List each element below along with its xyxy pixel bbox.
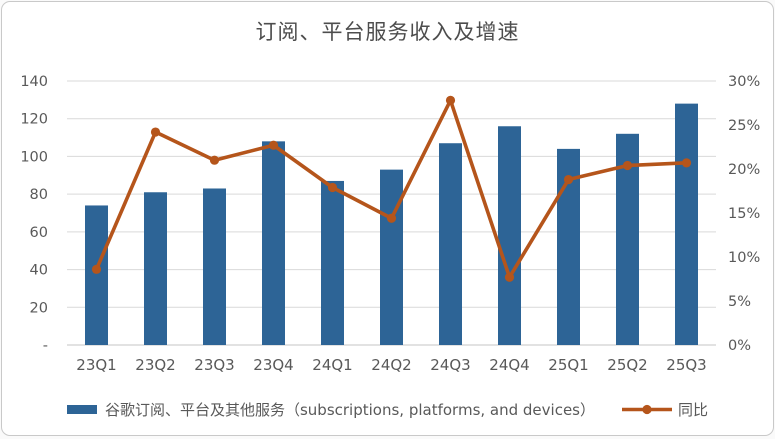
right-axis-tick-label: 10% [728, 250, 760, 266]
category-label-23Q3: 23Q3 [194, 356, 234, 374]
line-marker-24Q2 [386, 213, 397, 223]
bar-24Q2 [380, 169, 403, 345]
left-axis-tick-label: 120 [20, 112, 48, 128]
category-label-25Q1: 25Q1 [548, 356, 588, 374]
legend-bar-label: 谷歌订阅、平台及其他服务（subscriptions, platforms, a… [104, 401, 595, 419]
line-marker-23Q2 [150, 127, 161, 137]
bar-23Q2 [144, 192, 167, 345]
line-marker-25Q1 [563, 174, 574, 185]
legend-line-dot [642, 404, 652, 415]
bar-23Q1 [85, 205, 108, 345]
bar-24Q3 [439, 143, 462, 345]
line-marker-24Q4 [504, 272, 515, 282]
left-axis-tick-label: 100 [20, 149, 48, 165]
right-axis-tick-label: 5% [728, 294, 751, 310]
category-label-24Q1: 24Q1 [312, 356, 352, 374]
category-label-24Q4: 24Q4 [489, 356, 529, 374]
line-marker-24Q1 [327, 182, 338, 193]
category-label-25Q2: 25Q2 [607, 356, 647, 374]
line-marker-25Q2 [622, 160, 633, 171]
category-label-23Q4: 23Q4 [253, 356, 293, 374]
category-label-24Q3: 24Q3 [430, 356, 470, 374]
bar-23Q4 [262, 141, 285, 345]
right-axis-tick-label: 15% [728, 206, 760, 222]
left-axis-tick-label: 80 [30, 187, 48, 203]
line-marker-23Q4 [268, 140, 279, 150]
right-axis-tick-label: 30% [728, 74, 760, 90]
chart-title: 订阅、平台服务收入及增速 [255, 20, 520, 44]
left-axis-tick-label: 140 [20, 74, 48, 90]
legend: 谷歌订阅、平台及其他服务（subscriptions, platforms, a… [2, 399, 773, 420]
bar-24Q1 [321, 180, 344, 345]
category-label-23Q1: 23Q1 [76, 356, 116, 374]
left-axis-tick-label: - [43, 338, 48, 354]
left-axis-tick-label: 20 [30, 300, 48, 316]
line-marker-23Q1 [91, 264, 102, 274]
right-axis-tick-label: 20% [728, 162, 760, 178]
right-axis-tick-label: 25% [728, 118, 760, 134]
line-marker-24Q3 [445, 95, 456, 105]
line-marker-25Q3 [681, 158, 692, 168]
right-axis-tick-label: 0% [728, 338, 751, 354]
bar-25Q3 [675, 103, 698, 345]
bar-24Q4 [498, 126, 521, 345]
legend-line-label: 同比 [678, 401, 709, 419]
line-marker-23Q3 [209, 155, 220, 165]
legend-bar-swatch-icon [66, 405, 97, 414]
bar-23Q3 [203, 188, 226, 345]
category-label-24Q2: 24Q2 [371, 356, 411, 374]
legend-line-marker-icon [622, 404, 672, 415]
bar-25Q2 [616, 133, 639, 345]
left-axis-tick-label: 60 [30, 225, 48, 241]
category-label-23Q2: 23Q2 [135, 356, 175, 374]
left-axis-tick-label: 40 [30, 263, 48, 279]
bar-25Q1 [557, 148, 580, 345]
category-label-25Q3: 25Q3 [666, 356, 706, 374]
